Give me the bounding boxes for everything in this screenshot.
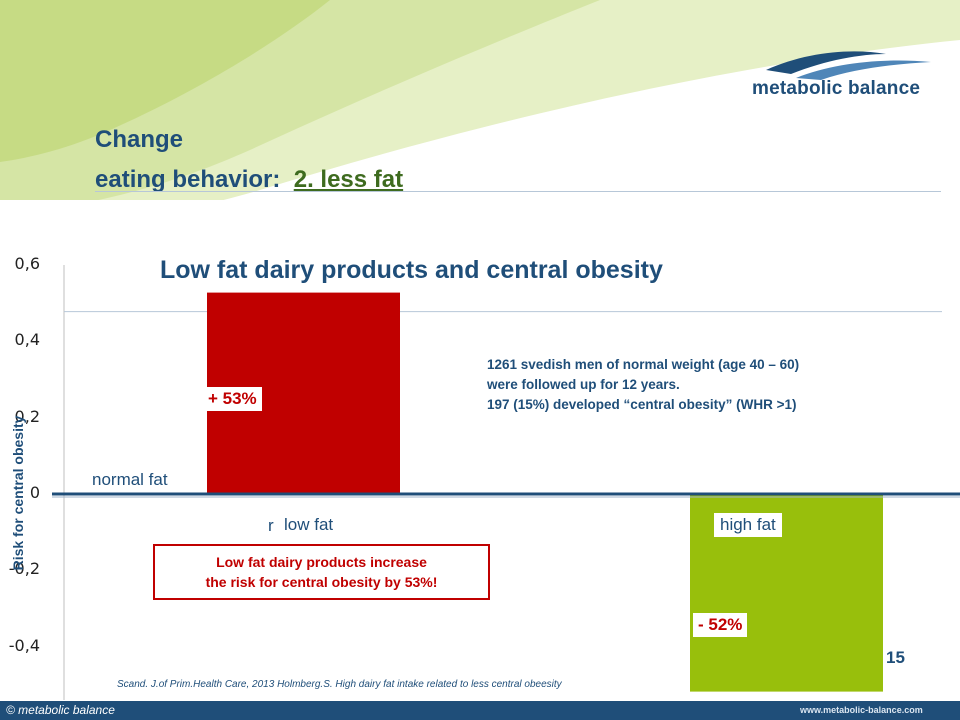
footer-url: www.metabolic-balance.com bbox=[800, 705, 923, 715]
slide-title-emphasis: 2. less fat bbox=[293, 166, 404, 193]
y-axis-label: Risk for central obesity bbox=[10, 415, 26, 571]
title-divider bbox=[95, 191, 941, 192]
study-note: 1261 svedish men of normal weight (age 4… bbox=[487, 355, 799, 415]
callout-line2: the risk for central obesity by 53%! bbox=[205, 574, 438, 590]
data-label-low-fat: + 53% bbox=[203, 387, 262, 411]
study-note-line2: were followed up for 12 years. bbox=[487, 377, 680, 392]
page-number: 15 bbox=[886, 648, 905, 667]
y-tick-label: 0,6 bbox=[14, 253, 40, 273]
slide-title-line2: eating behavior: 2. less fat bbox=[95, 166, 403, 194]
footer-bar bbox=[0, 701, 960, 720]
stray-letter: r bbox=[268, 516, 274, 535]
study-note-line3: 197 (15%) developed “central obesity” (W… bbox=[487, 397, 797, 412]
category-label-low-fat: low fat bbox=[278, 513, 340, 537]
chart-title: Low fat dairy products and central obesi… bbox=[160, 256, 663, 284]
category-label-high-fat: high fat bbox=[714, 513, 782, 537]
y-tick-label: -0,2 bbox=[8, 559, 40, 579]
slide-title-prefix: eating behavior: bbox=[95, 166, 281, 193]
y-tick-label: 0,2 bbox=[14, 406, 40, 426]
header-swoosh bbox=[0, 0, 960, 200]
brand-logo-text: metabolic balance bbox=[752, 78, 921, 99]
data-label-high-fat: - 52% bbox=[693, 613, 748, 637]
y-tick-label: -0,4 bbox=[8, 635, 40, 655]
logo-wings-icon bbox=[766, 51, 931, 80]
conclusion-callout: Low fat dairy products increase the risk… bbox=[153, 544, 490, 600]
y-tick-label: 0,4 bbox=[14, 330, 40, 350]
callout-line1: Low fat dairy products increase bbox=[216, 554, 427, 570]
slide-title-line1: Change bbox=[95, 126, 184, 153]
study-note-line1: 1261 svedish men of normal weight (age 4… bbox=[487, 357, 800, 372]
source-citation: Scand. J.of Prim.Health Care, 2013 Holmb… bbox=[117, 679, 562, 690]
copyright-text: © metabolic balance bbox=[6, 703, 115, 717]
category-label-normal-fat: normal fat bbox=[86, 468, 174, 492]
y-tick-label: 0 bbox=[29, 483, 40, 502]
